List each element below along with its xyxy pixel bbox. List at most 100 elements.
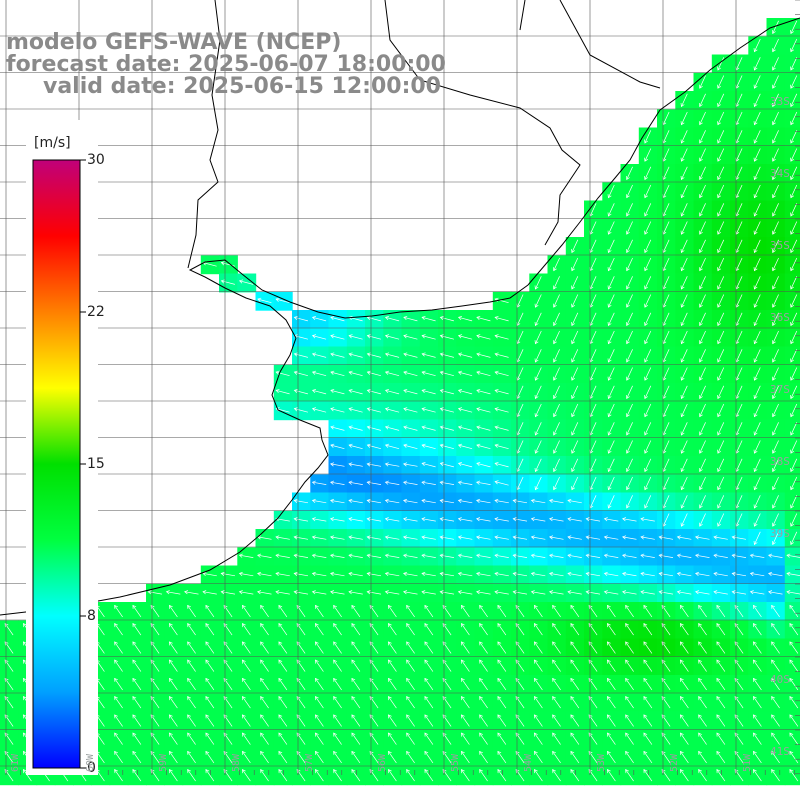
wind-arrow-shaft (626, 458, 633, 472)
wind-arrow-shaft (586, 554, 601, 558)
wind-arrow-shaft (607, 696, 616, 709)
wind-arrow-shaft (552, 751, 561, 764)
wind-arrow-shaft (442, 732, 452, 745)
wind-arrow-shaft (772, 531, 779, 545)
field-cell (602, 364, 622, 384)
field-cell (711, 364, 731, 384)
wind-arrow-head (570, 677, 575, 682)
wind-arrow-shaft (166, 591, 181, 595)
wind-arrow-shaft (330, 389, 345, 395)
wind-arrow-head (622, 535, 627, 540)
wind-arrow (187, 677, 196, 691)
wind-arrow-head (406, 623, 410, 628)
wind-arrow (643, 641, 653, 654)
wind-arrow-head (534, 376, 539, 381)
wind-arrow (439, 461, 454, 468)
wind-arrow-head (717, 449, 721, 454)
field-cell (784, 419, 800, 439)
wind-arrow (768, 571, 783, 577)
wind-arrow-head (567, 590, 572, 595)
wind-arrow-shaft (567, 500, 582, 504)
wind-arrow-head (333, 604, 337, 609)
wind-arrow (698, 677, 707, 691)
field-cell (602, 456, 622, 475)
wind-arrow-head (223, 750, 228, 755)
wind-arrow (790, 276, 798, 290)
wind-arrow-shaft (257, 298, 272, 304)
wind-arrow-shaft (515, 696, 525, 709)
wind-arrow-head (661, 769, 666, 774)
wind-arrow-head (333, 641, 337, 646)
wind-arrow-head (717, 358, 721, 363)
wind-arrow-shaft (205, 605, 215, 618)
wind-arrow-head (534, 486, 539, 491)
field-cell (675, 127, 695, 147)
wind-arrow-head (479, 623, 483, 628)
wind-arrow-head (476, 535, 481, 540)
wind-arrow-head (753, 696, 757, 701)
wind-arrow-head (530, 590, 535, 595)
wind-arrow (421, 571, 436, 577)
field-cell (529, 273, 549, 293)
wind-arrow-head (4, 714, 9, 719)
wind-arrow-shaft (552, 605, 561, 618)
wind-arrow-head (622, 590, 627, 595)
field-cell (511, 437, 530, 457)
wind-arrow-shaft (515, 678, 525, 691)
wind-arrow (384, 370, 400, 377)
wind-arrow-head (457, 352, 463, 357)
wind-arrow-shaft (607, 623, 616, 636)
wind-arrow-head (260, 696, 264, 701)
wind-arrow-head (680, 486, 685, 491)
wind-arrow-shaft (479, 732, 488, 745)
wind-arrow-shaft (717, 403, 725, 417)
wind-arrow-shaft (552, 769, 561, 782)
wind-arrow (457, 480, 473, 485)
wind-arrow-head (461, 732, 465, 737)
wind-arrow (552, 403, 560, 418)
wind-arrow-shaft (440, 462, 454, 468)
wind-arrow-head (23, 623, 27, 628)
wind-arrow-shaft (735, 440, 743, 454)
wind-arrow-head (330, 315, 335, 321)
field-cell (730, 218, 749, 238)
wind-arrow-head (442, 659, 447, 664)
wind-arrow (515, 677, 525, 691)
wind-arrow-shaft (424, 641, 434, 654)
wind-arrow-shaft (716, 696, 726, 709)
wind-arrow-head (661, 714, 666, 719)
wind-arrow-head (114, 659, 118, 664)
wind-arrow (184, 590, 199, 595)
wind-arrow (771, 294, 779, 308)
field-cell (602, 182, 622, 202)
wind-arrow-shaft (772, 20, 779, 34)
wind-arrow-shaft (534, 659, 543, 672)
wind-arrow-shaft (549, 536, 564, 540)
wind-arrow (512, 517, 528, 522)
wind-arrow (680, 239, 688, 254)
wind-arrow-head (184, 590, 189, 595)
wind-arrow-shaft (717, 111, 725, 125)
wind-arrow-shaft (789, 623, 799, 636)
wind-arrow (789, 696, 799, 709)
wind-arrow-head (421, 315, 426, 321)
wind-arrow-shaft (458, 353, 473, 358)
wind-arrow-shaft (495, 316, 509, 322)
wind-arrow-head (588, 623, 593, 628)
wind-arrow-head (406, 714, 410, 719)
wind-arrow (238, 590, 254, 595)
wind-arrow-shaft (458, 462, 473, 468)
wind-arrow (369, 769, 379, 782)
wind-arrow-shaft (589, 476, 597, 490)
wind-arrow-shaft (698, 696, 707, 709)
wind-arrow-head (442, 750, 447, 755)
field-cell (638, 383, 658, 402)
wind-arrow (260, 769, 269, 782)
wind-arrow (497, 714, 507, 727)
wind-arrow-shaft (132, 659, 142, 672)
wind-arrow (439, 535, 455, 540)
wind-arrow-shaft (330, 463, 345, 467)
wind-arrow-shaft (461, 732, 470, 745)
wind-arrow (439, 315, 454, 322)
wind-arrow (695, 590, 710, 595)
